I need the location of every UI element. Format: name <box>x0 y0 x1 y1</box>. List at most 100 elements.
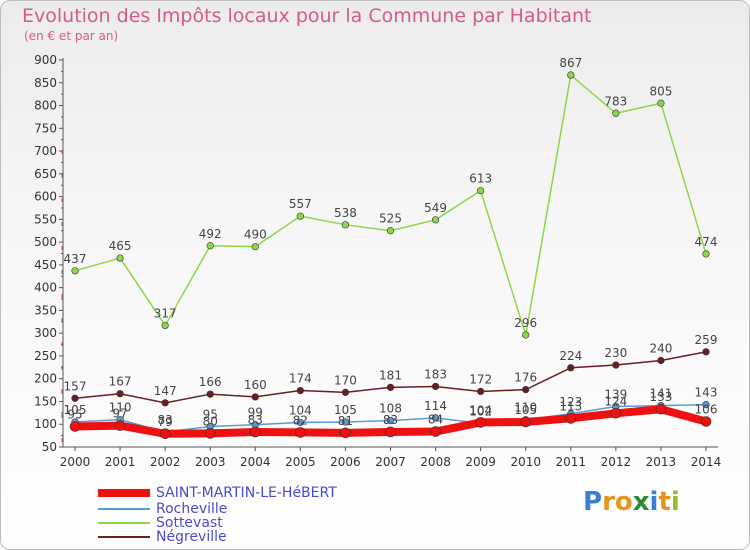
data-label: 133 <box>649 390 672 404</box>
data-label: 157 <box>64 379 87 393</box>
data-label: 259 <box>695 333 718 347</box>
data-point <box>386 383 395 391</box>
y-tick-label: 250 <box>34 349 57 363</box>
data-point <box>700 416 712 427</box>
data-point <box>431 382 440 391</box>
legend-swatch <box>98 508 150 510</box>
x-tick-label: 2009 <box>465 455 496 469</box>
logo-letter: t <box>658 487 671 517</box>
data-point <box>296 386 304 395</box>
data-label: 474 <box>695 235 718 249</box>
data-label: 613 <box>469 172 492 186</box>
x-tick-label: 2010 <box>510 455 541 469</box>
data-label: 224 <box>559 349 582 363</box>
legend-label: SAINT-MARTIN-LE-HéBERT <box>156 485 337 501</box>
legend-item-negreville: Négreville <box>98 529 227 545</box>
data-point <box>477 387 485 396</box>
data-label: 83 <box>383 413 398 427</box>
logo-letter: i <box>649 487 659 517</box>
data-label: 104 <box>289 403 312 417</box>
data-point <box>567 71 575 79</box>
x-tick-label: 2013 <box>646 455 677 469</box>
y-tick-label: 300 <box>34 326 57 340</box>
data-point <box>114 420 126 431</box>
data-label: 143 <box>695 386 718 400</box>
data-point <box>431 216 440 224</box>
y-tick-label: 400 <box>34 281 57 295</box>
data-point <box>340 427 351 439</box>
y-tick-label: 350 <box>34 303 57 317</box>
legend-swatch <box>98 536 150 538</box>
data-point <box>657 99 665 107</box>
x-tick-label: 2006 <box>330 455 361 469</box>
data-point <box>386 227 395 235</box>
proxiti-logo: Proxiti <box>583 487 680 517</box>
data-label: 97 <box>112 407 127 421</box>
data-point <box>296 418 304 427</box>
x-tick-label: 2011 <box>556 455 587 469</box>
logo-letter: P <box>583 487 603 517</box>
y-tick-label: 550 <box>34 212 57 226</box>
data-point <box>702 348 710 356</box>
data-label: 80 <box>203 414 218 428</box>
legend-label: Sottevast <box>156 515 223 531</box>
data-point <box>341 221 350 229</box>
data-point <box>116 254 124 262</box>
data-label: 105 <box>334 403 357 417</box>
data-label: 110 <box>514 401 537 415</box>
legend-swatch <box>98 522 150 524</box>
legend-item-sottevast: Sottevast <box>98 515 223 531</box>
data-label: 167 <box>109 375 132 389</box>
y-tick-label: 800 <box>34 99 57 113</box>
data-label: 105 <box>64 403 87 417</box>
y-tick-label: 700 <box>34 144 57 158</box>
x-tick-label: 2002 <box>150 455 181 469</box>
data-point <box>296 212 304 220</box>
data-label: 102 <box>469 404 492 418</box>
series-line <box>74 74 707 336</box>
legend-swatch <box>98 489 150 497</box>
data-label: 181 <box>379 368 402 382</box>
data-point <box>655 403 667 415</box>
data-label: 95 <box>203 408 218 422</box>
data-label: 84 <box>428 413 443 427</box>
data-point <box>475 417 486 428</box>
data-label: 106 <box>695 403 718 417</box>
data-label: 465 <box>109 239 132 253</box>
data-label: 317 <box>154 306 177 320</box>
logo-letter: i <box>670 487 680 517</box>
data-point <box>385 426 396 438</box>
data-point <box>657 356 665 365</box>
y-tick-label: 850 <box>34 76 57 90</box>
y-tick-label: 500 <box>34 235 57 249</box>
y-tick-label: 600 <box>34 190 57 204</box>
data-point <box>251 243 259 251</box>
data-label: 538 <box>334 206 357 220</box>
data-label: 139 <box>604 387 627 401</box>
data-point <box>249 426 261 438</box>
data-label: 83 <box>158 413 173 427</box>
data-point <box>520 416 532 428</box>
y-tick-label: 200 <box>34 372 57 386</box>
y-tick-label: 150 <box>34 394 57 408</box>
data-label: 108 <box>379 402 402 416</box>
data-label: 490 <box>244 228 267 242</box>
data-label: 141 <box>649 387 672 401</box>
data-point <box>206 242 214 250</box>
data-label: 79 <box>158 415 173 429</box>
chart-title: Evolution des Impôts locaux pour la Comm… <box>22 5 592 27</box>
data-label: 170 <box>334 373 357 387</box>
data-point <box>71 267 79 275</box>
data-label: 81 <box>338 414 353 428</box>
data-label: 105 <box>514 403 537 417</box>
y-tick-label: 50 <box>42 440 57 454</box>
x-tick-label: 2008 <box>420 455 451 469</box>
y-tick-label: 900 <box>34 53 57 67</box>
data-point <box>522 386 530 394</box>
y-tick-label: 450 <box>34 258 57 272</box>
data-label: 110 <box>109 401 132 415</box>
data-point <box>251 393 259 401</box>
data-label: 805 <box>649 84 672 98</box>
data-point <box>431 414 440 422</box>
